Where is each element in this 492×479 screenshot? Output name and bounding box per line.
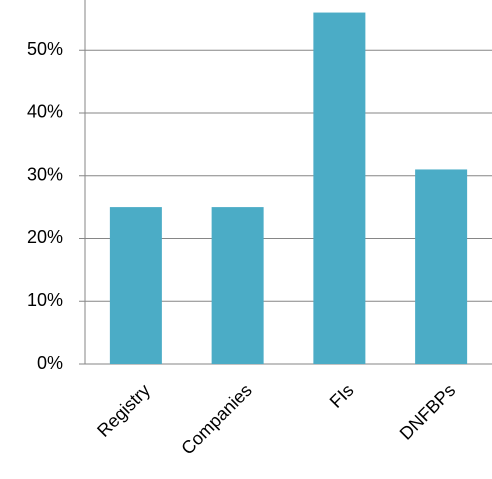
x-tick-label: Registry xyxy=(93,380,154,441)
y-tick-label: 50% xyxy=(27,39,63,59)
bar xyxy=(211,207,264,364)
y-tick-label: 10% xyxy=(27,290,63,310)
bar xyxy=(109,207,162,364)
y-tick-label: 30% xyxy=(27,164,63,184)
y-tick-label: 40% xyxy=(27,102,63,122)
x-tick-label: Companies xyxy=(177,380,256,459)
x-tick-label: FIs xyxy=(326,380,358,412)
x-tick-label: DNFBPs xyxy=(396,380,460,444)
bar xyxy=(313,12,366,364)
y-tick-label: 20% xyxy=(27,227,63,247)
bar xyxy=(415,169,468,364)
y-tick-label: 0% xyxy=(37,353,63,373)
